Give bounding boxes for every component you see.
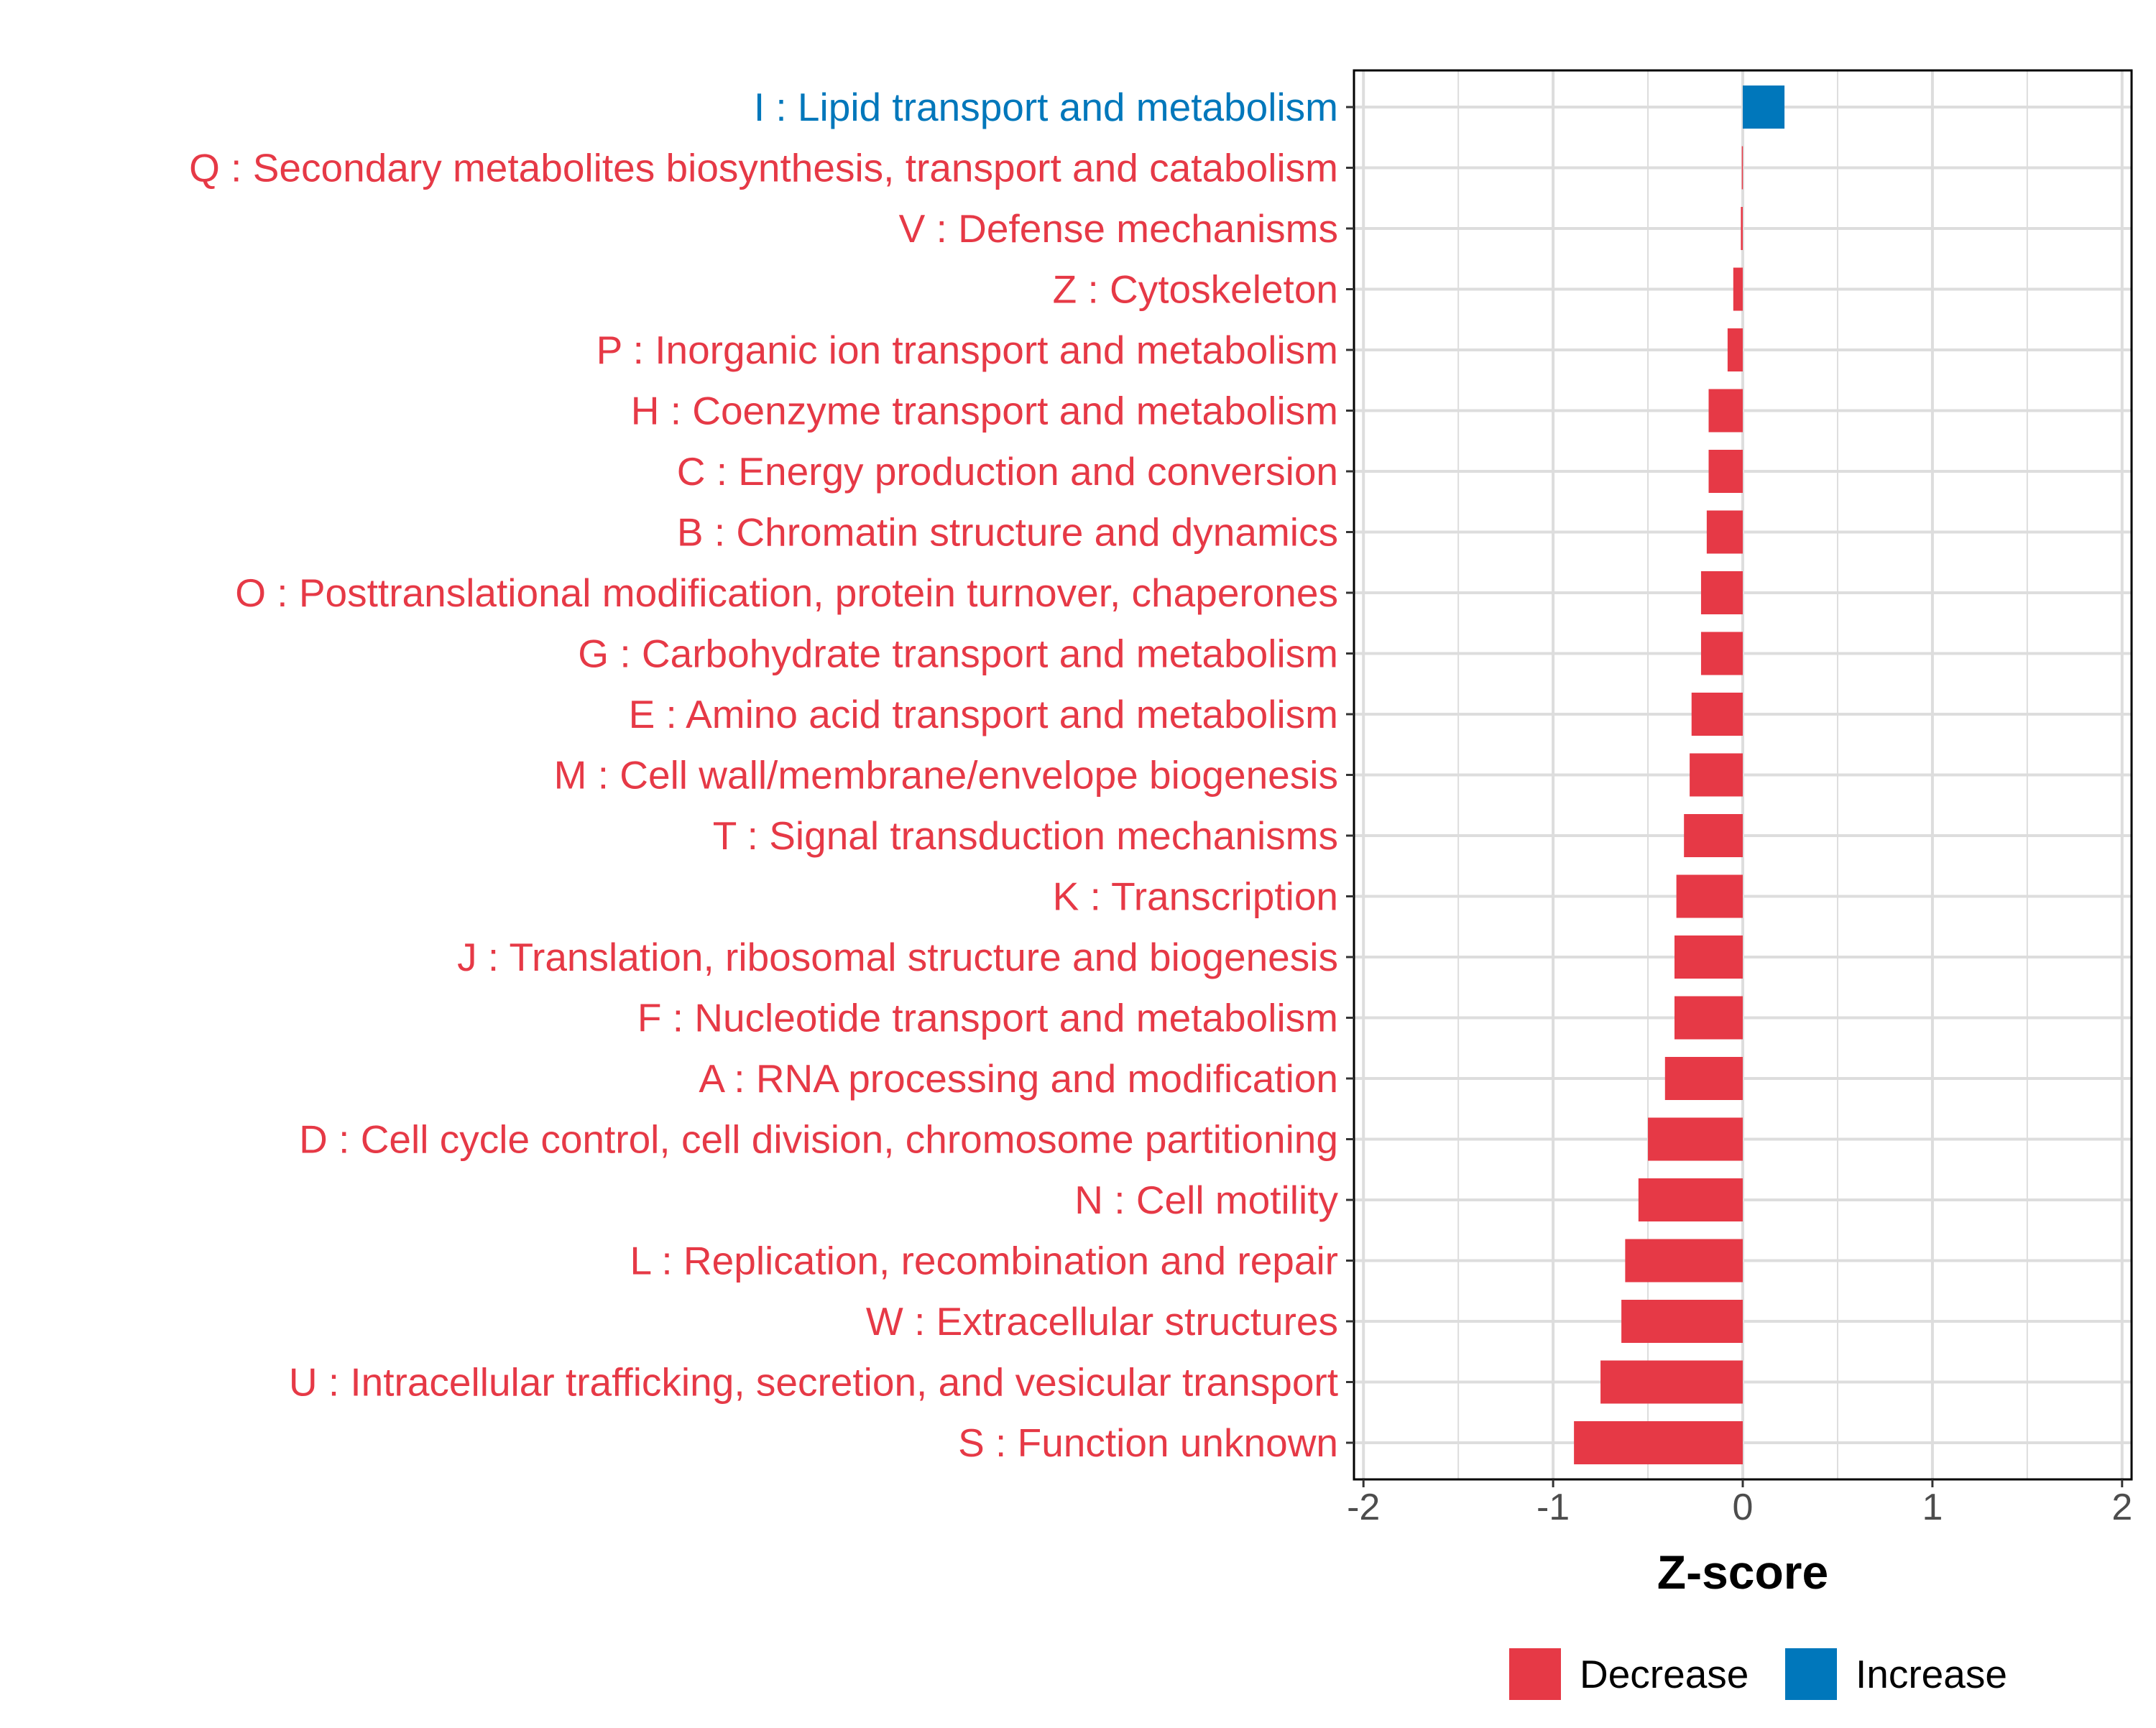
y-tick-label: I : Lipid transport and metabolism bbox=[754, 85, 1338, 129]
y-tick-label: V : Defense mechanisms bbox=[899, 206, 1338, 251]
legend-key-decrease bbox=[1509, 1648, 1561, 1700]
legend: Decrease Increase bbox=[1509, 1648, 2007, 1700]
y-tick-label: M : Cell wall/membrane/envelope biogenes… bbox=[554, 753, 1338, 798]
x-tick-layer: -2 -1 0 1 2 bbox=[1347, 1479, 2132, 1528]
y-tick-label: Z : Cytoskeleton bbox=[1053, 267, 1338, 312]
x-tick-label: 1 bbox=[1922, 1487, 1943, 1528]
bar-n bbox=[1638, 1178, 1743, 1221]
bar-m bbox=[1690, 753, 1743, 797]
x-axis-title: Z-score bbox=[1657, 1546, 1828, 1599]
bar-o bbox=[1700, 571, 1743, 614]
y-tick-label: S : Function unknown bbox=[958, 1420, 1338, 1465]
y-tick-label: F : Nucleotide transport and metabolism bbox=[637, 996, 1338, 1040]
y-tick-label: K : Transcription bbox=[1053, 874, 1338, 919]
bar-e bbox=[1691, 693, 1743, 736]
y-tick-label: G : Carbohydrate transport and metabolis… bbox=[578, 632, 1338, 676]
bar-q bbox=[1741, 146, 1743, 190]
bar-c bbox=[1708, 450, 1743, 493]
y-tick-label: N : Cell motility bbox=[1074, 1178, 1338, 1222]
y-tick-label: T : Signal transduction mechanisms bbox=[713, 813, 1338, 858]
y-tick-label: H : Coenzyme transport and metabolism bbox=[631, 389, 1338, 433]
bar-b bbox=[1706, 510, 1743, 554]
bar-a bbox=[1664, 1057, 1743, 1100]
bar-h bbox=[1708, 389, 1743, 433]
y-tick-label: Q : Secondary metabolites biosynthesis, … bbox=[189, 146, 1338, 190]
x-tick-label: 2 bbox=[2111, 1487, 2132, 1528]
bar-k bbox=[1676, 874, 1743, 918]
bar-v bbox=[1741, 207, 1743, 250]
bar-layer bbox=[1574, 86, 1785, 1464]
bar-g bbox=[1700, 632, 1743, 675]
bar-i bbox=[1743, 86, 1785, 129]
y-tick-label: P : Inorganic ion transport and metaboli… bbox=[596, 328, 1338, 372]
bar-j bbox=[1674, 935, 1743, 979]
bar-t bbox=[1684, 814, 1743, 857]
legend-label-decrease: Decrease bbox=[1580, 1652, 1749, 1696]
y-tick-label: C : Energy production and conversion bbox=[677, 449, 1338, 494]
y-tick-layer: I : Lipid transport and metabolism Q : Se… bbox=[189, 85, 1354, 1465]
x-tick-label: -1 bbox=[1537, 1487, 1570, 1528]
bar-u bbox=[1600, 1360, 1743, 1404]
x-tick-label: -2 bbox=[1347, 1487, 1380, 1528]
y-tick-label: W : Extracellular structures bbox=[866, 1299, 1338, 1344]
bar-f bbox=[1674, 996, 1743, 1040]
y-tick-label: B : Chromatin structure and dynamics bbox=[677, 510, 1338, 555]
x-tick-label: 0 bbox=[1733, 1487, 1754, 1528]
y-tick-label: A : RNA processing and modification bbox=[699, 1056, 1338, 1101]
legend-label-increase: Increase bbox=[1856, 1652, 2007, 1696]
y-tick-label: O : Posttranslational modification, prot… bbox=[235, 570, 1338, 615]
bar-w bbox=[1621, 1300, 1743, 1343]
bar-s bbox=[1574, 1421, 1743, 1464]
y-tick-label: D : Cell cycle control, cell division, c… bbox=[299, 1117, 1338, 1162]
y-tick-label: E : Amino acid transport and metabolism bbox=[629, 692, 1338, 736]
bar-l bbox=[1625, 1239, 1743, 1283]
y-tick-label: U : Intracellular trafficking, secretion… bbox=[289, 1360, 1338, 1405]
bar-p bbox=[1727, 328, 1743, 371]
y-tick-label: J : Translation, ribosomal structure and… bbox=[457, 935, 1338, 979]
y-tick-label: L : Replication, recombination and repai… bbox=[630, 1239, 1338, 1283]
bar-z bbox=[1733, 267, 1743, 311]
legend-key-increase bbox=[1785, 1648, 1837, 1700]
bar-d bbox=[1648, 1117, 1743, 1161]
